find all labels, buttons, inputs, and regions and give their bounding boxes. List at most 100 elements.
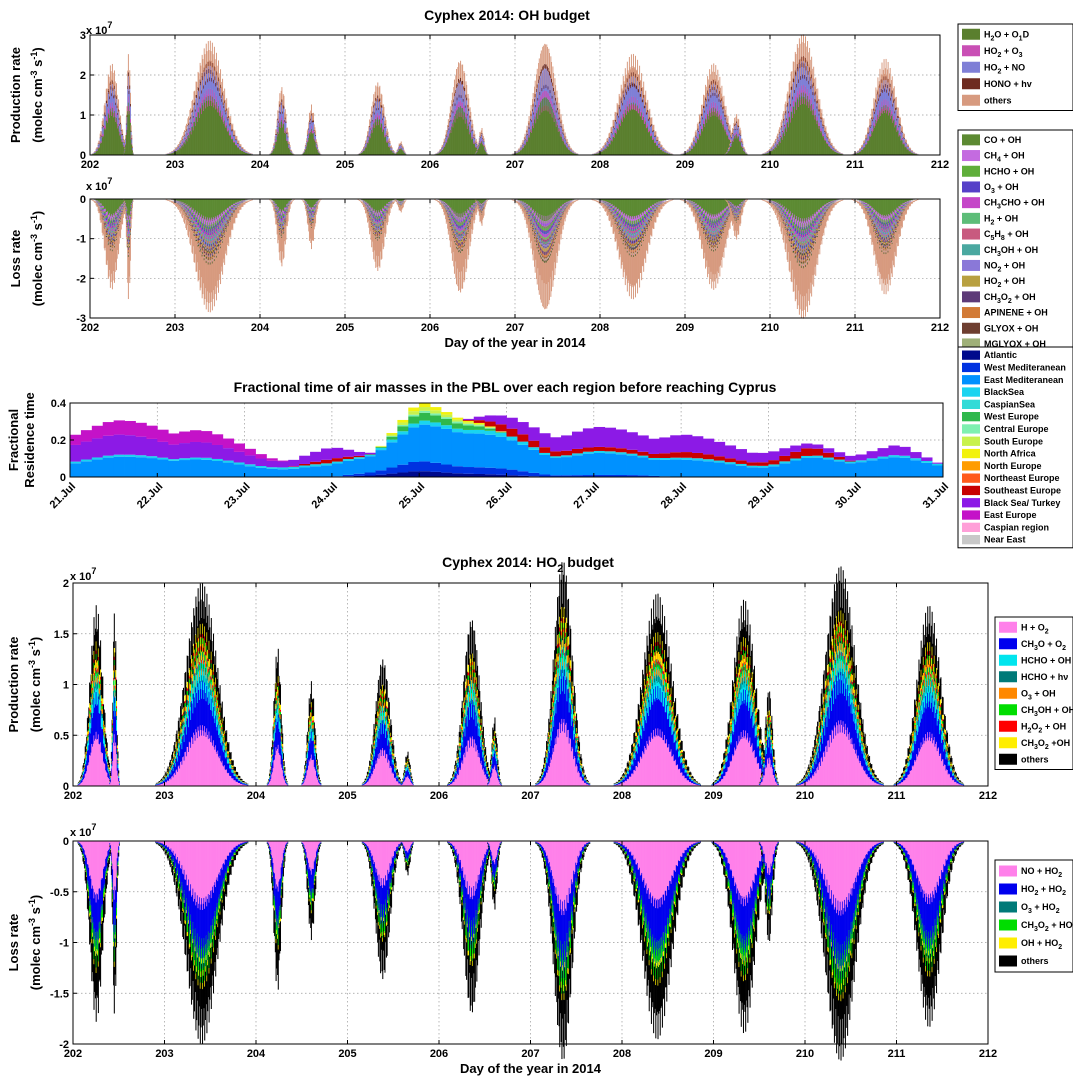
bar-segment-others_tan <box>131 135 132 139</box>
bar-segment-others_tan <box>124 140 125 143</box>
bar-segment-hono_hv <box>234 135 235 136</box>
bar-segment-others_tan <box>394 151 395 152</box>
bar-segment-ho2_no <box>290 147 291 149</box>
bar-segment-others_tan <box>392 147 393 148</box>
bar-segment-ho2_no <box>288 137 289 142</box>
bar-segment-others_tan <box>539 58 540 75</box>
bar-segment-hono_hv <box>551 79 552 83</box>
bar-segment-hono_hv <box>476 144 477 145</box>
bar-segment-hono_hv <box>316 145 317 146</box>
bar-segment-others_tan <box>543 46 544 66</box>
bar-segment-ho2_no <box>486 153 487 154</box>
bar-segment-ho2_no <box>394 152 395 153</box>
bar-segment-hono_hv <box>390 143 391 144</box>
bar-segment-hono_hv <box>124 143 125 144</box>
bar-segment-others_tan <box>476 139 477 142</box>
bar-segment-others_tan <box>482 128 483 133</box>
bar-segment-others_tan <box>122 129 123 134</box>
bar-segment-others_tan <box>484 138 485 141</box>
bar-segment-others_tan <box>286 114 287 121</box>
bar-segment-others_tan <box>379 86 380 98</box>
bar-segment-ho2_o3 <box>132 150 133 151</box>
bar-segment-others_tan <box>116 83 117 96</box>
bar-segment-hono_hv <box>286 121 287 123</box>
bar-segment-others_tan <box>571 149 572 150</box>
bar-segment-others_tan <box>401 141 402 143</box>
bar-segment-others_tan <box>131 125 132 130</box>
bar-segment-others_tan <box>476 142 477 144</box>
bar-segment-ho2_no <box>319 153 320 154</box>
bar-segment-others_tan <box>545 44 546 64</box>
bar-segment-hono_hv <box>313 120 314 122</box>
bar-segment-others_tan <box>464 73 465 88</box>
bar-segment-others_tan <box>535 81 536 94</box>
bar-segment-ho2_o3 <box>131 143 132 144</box>
bar-segment-hono_hv <box>315 135 316 136</box>
bar-segment-others_tan <box>224 89 225 101</box>
bar-segment-others_tan <box>240 144 241 146</box>
bar-segment-others_tan <box>571 148 572 149</box>
bar-segment-others_tan <box>313 113 314 121</box>
bar-segment-others_tan <box>128 54 129 72</box>
bar-segment-hono_hv <box>559 117 560 119</box>
bar-segment-others_tan <box>549 53 550 71</box>
bar-segment-others_tan <box>565 136 566 139</box>
bar-segment-hono_hv <box>547 66 548 70</box>
bar-segment-others_tan <box>485 147 486 148</box>
bar-segment-hono_hv <box>472 130 473 131</box>
bar-segment-others_tan <box>119 110 120 118</box>
bar-segment-hono_hv <box>541 69 542 73</box>
bar-segment-hono_hv <box>555 98 556 101</box>
bar-segment-others_tan <box>242 147 243 148</box>
bar-segment-ho2_no <box>133 153 134 154</box>
bar-segment-others_tan <box>118 99 119 109</box>
bar-segment-hono_hv <box>464 88 465 91</box>
bar-segment-others_tan <box>565 132 566 136</box>
bar-segment-others_tan <box>462 65 463 81</box>
bar-segment-others_tan <box>466 85 467 98</box>
bar-segment-hono_hv <box>120 123 121 125</box>
bar-segment-hono_hv <box>129 86 130 89</box>
bar-segment-others_tan <box>559 109 560 117</box>
bar-segment-ho2_no <box>130 106 131 118</box>
bar-segment-others_tan <box>121 124 122 130</box>
bar-segment-others_tan <box>287 128 288 133</box>
bar-segment-others_tan <box>551 62 552 79</box>
bar-segment-others_tan <box>460 61 461 78</box>
bar-segment-hono_hv <box>460 78 461 82</box>
bar-segment-others_tan <box>292 152 293 153</box>
bar-segment-hono_hv <box>238 143 239 144</box>
bar-segment-others_tan <box>182 136 183 139</box>
bar-segment-hono_hv <box>281 99 282 102</box>
bar-segment-others_tan <box>393 150 394 151</box>
bar-segment-hono_hv <box>379 98 380 101</box>
bar-segment-hono_hv <box>565 140 566 141</box>
bar-segment-others_tan <box>383 107 384 116</box>
bar-segment-others_tan <box>281 87 282 99</box>
bar-segment-others_tan <box>569 144 570 146</box>
bar-segment-hono_hv <box>563 134 564 135</box>
bar-segment-others_tan <box>385 120 386 126</box>
bar-segment-hono_hv <box>567 144 568 145</box>
bar-segment-ho2_no <box>132 148 133 150</box>
bar-segment-ho2_o3 <box>130 119 131 123</box>
bar-segment-others_tan <box>470 112 471 120</box>
bar-segment-others_tan <box>288 132 289 136</box>
bar-segment-hono_hv <box>130 104 131 106</box>
bar-segment-others_tan <box>563 124 564 130</box>
bar-segment-others_tan <box>567 142 568 144</box>
bar-segment-hono_hv <box>283 106 284 108</box>
bar-segment-others_tan <box>318 151 319 152</box>
bar-segment-hono_hv <box>388 136 389 137</box>
bar-segment-others_tan <box>484 145 485 147</box>
bar-segment-others_tan <box>236 136 237 139</box>
bar-segment-others_tan <box>130 93 131 104</box>
bar-segment-others_tan <box>563 129 564 134</box>
bar-segment-others_tan <box>377 82 378 95</box>
bar-segment-ho2_no <box>317 147 318 149</box>
bar-segment-others_tan <box>238 141 239 144</box>
bar-segment-hono_hv <box>561 126 562 127</box>
bar-segment-others_tan <box>555 85 556 98</box>
bar-segment-hono_hv <box>543 65 544 69</box>
